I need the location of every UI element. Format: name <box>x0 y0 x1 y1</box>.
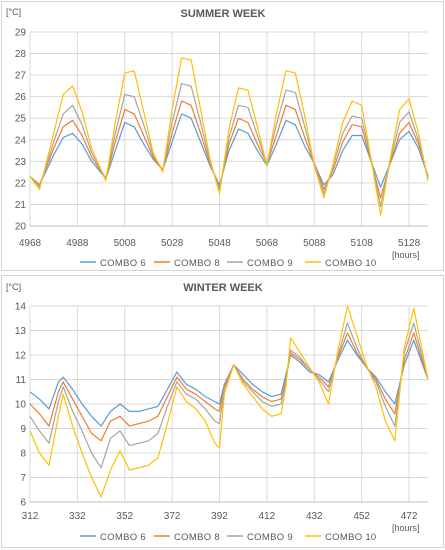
summer-x-tick-label: 5048 <box>208 238 231 249</box>
winter-series-line-combo-10 <box>29 305 429 498</box>
summer-chart: 20 21 22 23 24 25 26 27 28 29 4968 4988 5008 5028 5048… <box>6 7 429 269</box>
winter-x-tick-label: 432 <box>306 511 323 522</box>
winter-legend-item: COMBO 6 <box>80 532 146 543</box>
winter-legend-label: COMBO 8 <box>174 532 220 543</box>
summer-chart-title: SUMMER WEEK <box>181 8 266 20</box>
summer-legend-label: COMBO 6 <box>100 258 146 269</box>
winter-x-tick-label: 412 <box>259 511 276 522</box>
summer-x-tick-label: 4988 <box>66 238 89 249</box>
winter-series-line-combo-9 <box>29 322 429 469</box>
winter-x-tick-label: 472 <box>401 511 418 522</box>
summer-y-tick-label: 23 <box>15 157 27 168</box>
winter-chart-title: WINTER WEEK <box>183 282 262 294</box>
summer-legend-item: COMBO 8 <box>154 258 220 269</box>
summer-legend-label: COMBO 9 <box>247 258 293 269</box>
winter-y-axis-label: [°C] <box>6 282 21 292</box>
summer-y-axis-label: [°C] <box>6 7 21 17</box>
winter-y-tick-label: 6 <box>20 498 26 509</box>
summer-y-tick-label: 26 <box>15 92 27 103</box>
winter-x-axis-label: [hours] <box>392 523 420 533</box>
summer-y-tick-label: 22 <box>15 178 27 189</box>
winter-x-tick-label: 452 <box>353 511 370 522</box>
summer-legend-item: COMBO 6 <box>80 258 146 269</box>
summer-x-tick-label: 5128 <box>398 238 421 249</box>
summer-x-tick-label: 5088 <box>303 238 326 249</box>
winter-x-tick-label: 352 <box>116 511 133 522</box>
winter-y-tick-label: 13 <box>15 326 27 337</box>
summer-y-tick-label: 28 <box>15 49 27 60</box>
summer-legend-item: COMBO 10 <box>305 258 377 269</box>
winter-legend-label: COMBO 6 <box>100 532 146 543</box>
summer-legend-label: COMBO 8 <box>174 258 220 269</box>
summer-x-tick-label: 4968 <box>19 238 42 249</box>
winter-legend-item: COMBO 10 <box>305 532 377 543</box>
summer-x-tick-label: 5108 <box>351 238 374 249</box>
summer-series-line-combo-10 <box>29 57 429 216</box>
winter-x-tick-label: 392 <box>211 511 228 522</box>
summer-x-tick-label: 5028 <box>161 238 184 249</box>
winter-y-tick-label: 7 <box>20 473 26 484</box>
winter-chart: 6 7 8 9 10 11 12 13 14 312 332 352 372 392 412 432 452 47… <box>6 282 429 543</box>
summer-y-tick-label: 25 <box>15 114 27 125</box>
winter-y-tick-label: 11 <box>16 375 27 386</box>
winter-legend-label: COMBO 10 <box>325 532 377 543</box>
summer-x-tick-label: 5008 <box>114 238 137 249</box>
winter-x-tick-label: 372 <box>164 511 181 522</box>
winter-series-line-combo-6 <box>29 339 429 427</box>
winter-y-tick-label: 9 <box>20 424 26 435</box>
summer-y-tick-label: 29 <box>15 28 27 39</box>
winter-legend-label: COMBO 9 <box>247 532 293 543</box>
summer-legend-item: COMBO 9 <box>227 258 293 269</box>
summer-y-tick-label: 20 <box>15 222 27 233</box>
winter-y-tick-label: 8 <box>20 449 26 460</box>
summer-y-tick-label: 21 <box>15 200 27 211</box>
winter-x-tick-label: 332 <box>69 511 86 522</box>
winter-legend-item: COMBO 8 <box>154 532 220 543</box>
winter-chart-panel: 6 7 8 9 10 11 12 13 14 312 332 352 372 392 412 432 452 47… <box>1 275 444 548</box>
summer-x-axis-label: [hours] <box>392 250 420 260</box>
summer-x-tick-label: 5068 <box>256 238 279 249</box>
winter-series-line-combo-8 <box>29 332 429 442</box>
winter-legend-item: COMBO 9 <box>227 532 293 543</box>
winter-y-tick-label: 14 <box>15 302 27 313</box>
summer-legend-label: COMBO 10 <box>325 258 377 269</box>
summer-chart-panel: 20 21 22 23 24 25 26 27 28 29 4968 4988 5008 5028 5048… <box>1 1 444 271</box>
winter-x-tick-label: 312 <box>22 511 39 522</box>
winter-y-tick-label: 12 <box>15 351 27 362</box>
summer-y-tick-label: 24 <box>15 135 27 146</box>
summer-y-tick-label: 27 <box>15 71 27 82</box>
winter-y-tick-label: 10 <box>15 400 27 411</box>
